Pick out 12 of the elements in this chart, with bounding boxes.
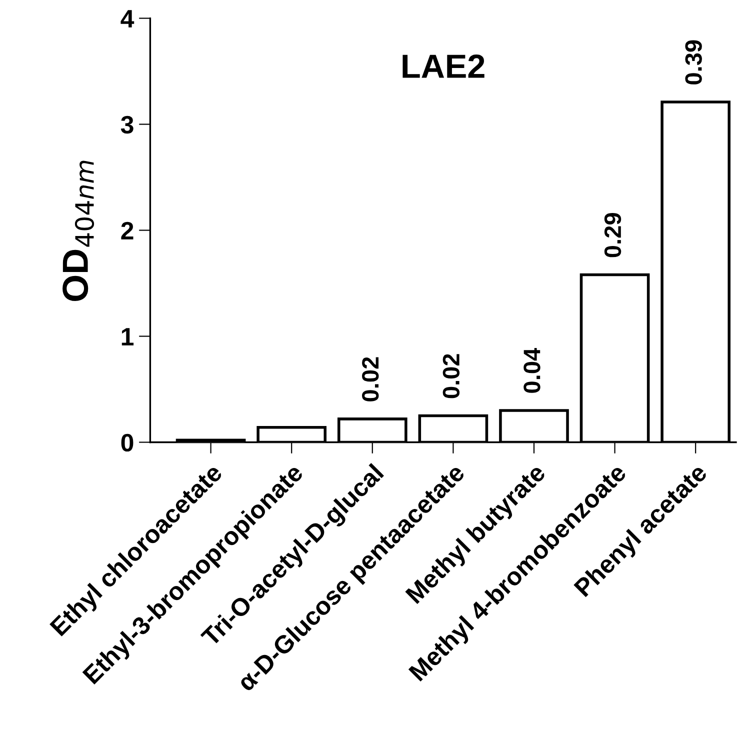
y-tick-label: 2	[121, 222, 134, 240]
annotation: 0.02	[362, 357, 379, 402]
annotation: 0.02	[442, 354, 460, 398]
y-tick-label: 3	[120, 116, 134, 134]
y-tick-label: 4	[120, 10, 134, 28]
y-tick-label: 1	[122, 328, 134, 346]
annotation: 0.29	[604, 213, 622, 258]
annotation: 0.04	[524, 348, 540, 393]
y-axis-title: OD$_{404nm}$	[62, 160, 94, 302]
y-tick-label: 0	[121, 434, 134, 452]
annotation: 0.39	[685, 40, 702, 84]
text: LAE2	[402, 54, 484, 78]
